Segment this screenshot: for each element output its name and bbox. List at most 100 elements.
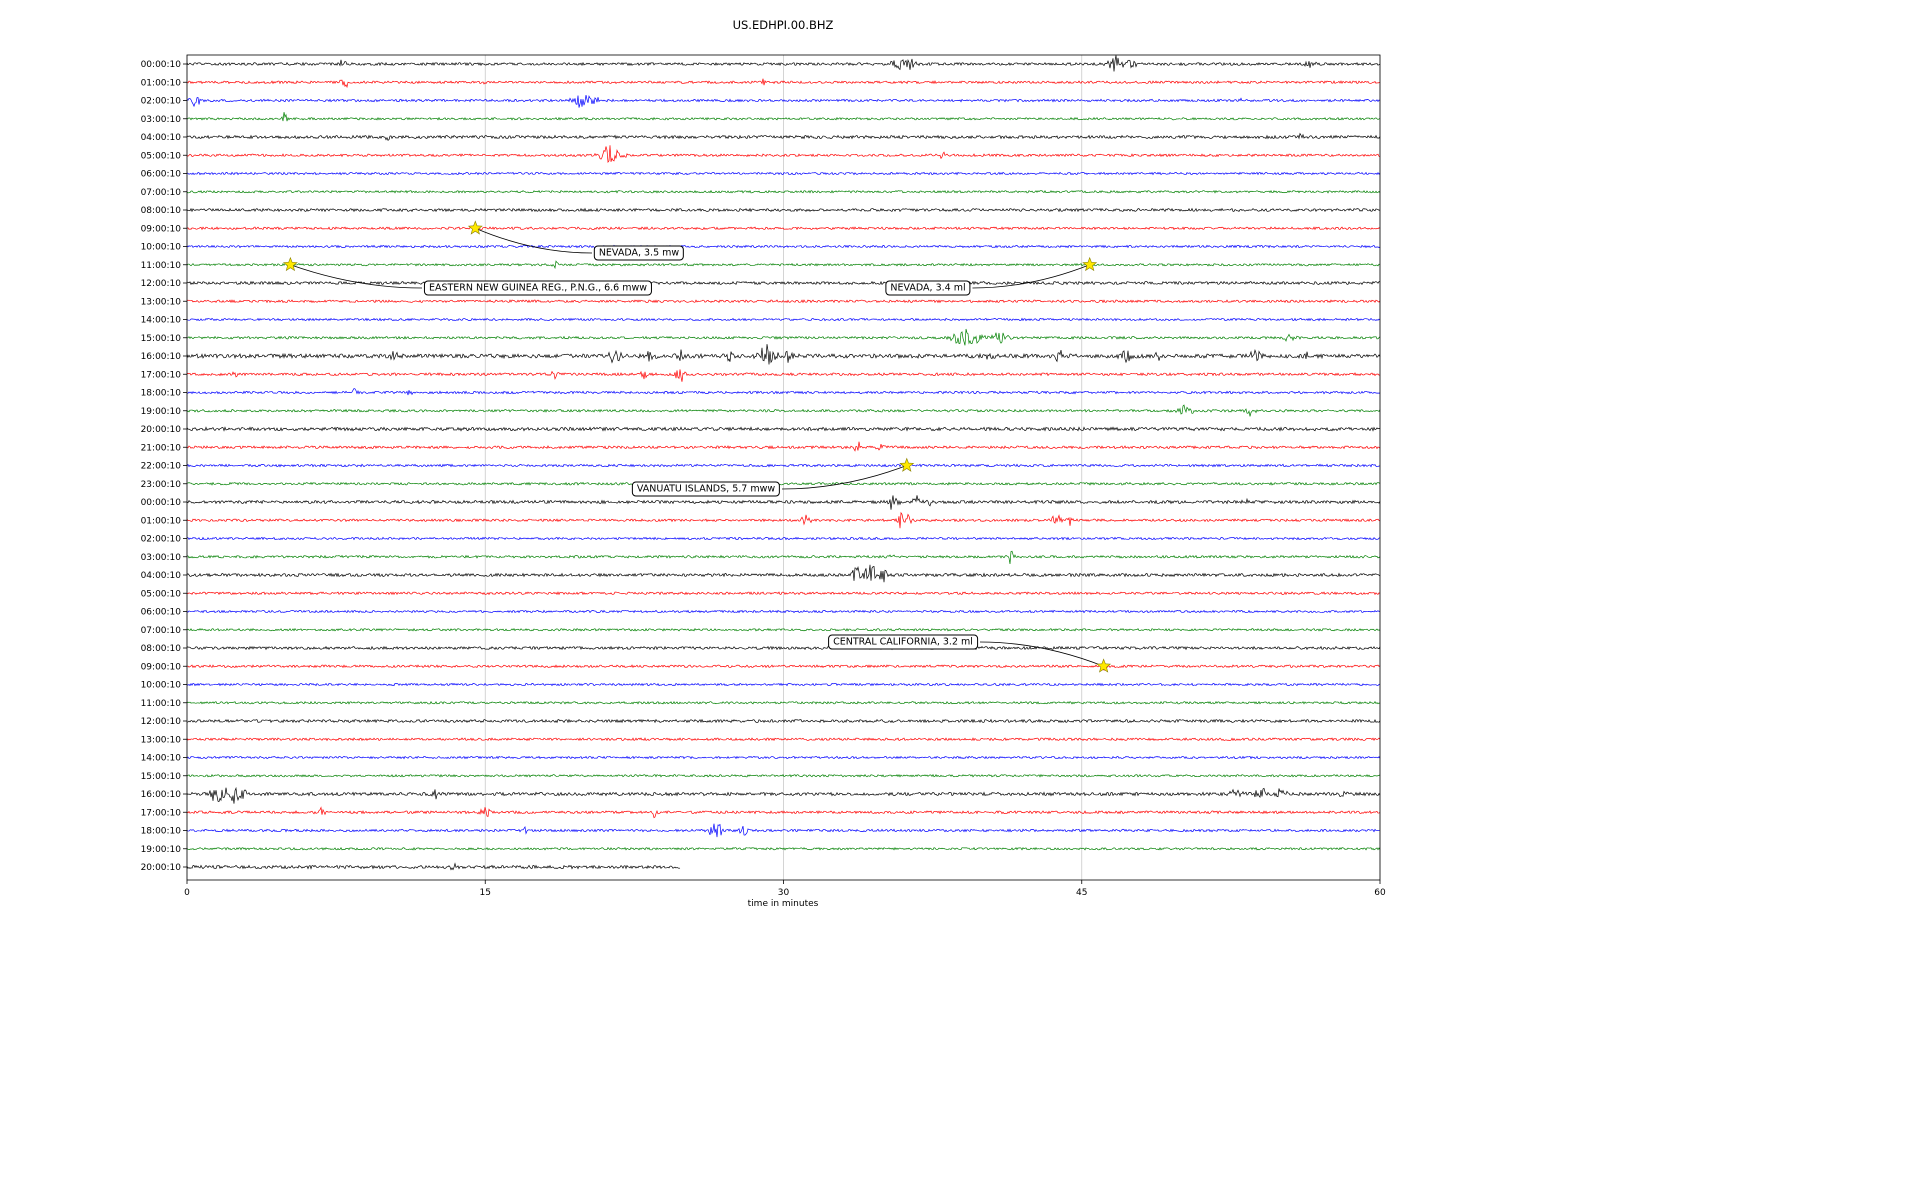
trace-hour-40 bbox=[186, 786, 1381, 804]
row-label: 08:00:10 bbox=[141, 206, 182, 216]
trace-hour-9 bbox=[186, 225, 1381, 231]
trace-hour-33 bbox=[186, 663, 1381, 672]
x-tick-label: 45 bbox=[1076, 888, 1087, 898]
row-label: 07:00:10 bbox=[141, 626, 182, 636]
row-label: 02:00:10 bbox=[141, 535, 182, 545]
trace-hour-8 bbox=[186, 207, 1381, 213]
row-label: 09:00:10 bbox=[141, 662, 182, 672]
event-connector bbox=[290, 264, 423, 289]
row-label: 10:00:10 bbox=[141, 243, 182, 253]
row-label: 16:00:10 bbox=[141, 352, 182, 362]
row-label: 04:00:10 bbox=[141, 571, 182, 581]
trace-hour-21 bbox=[186, 441, 1381, 452]
row-label: 11:00:10 bbox=[141, 261, 182, 271]
trace-hour-5 bbox=[186, 145, 1381, 163]
event-connector bbox=[781, 465, 907, 490]
trace-hour-29 bbox=[186, 591, 1381, 596]
row-label: 07:00:10 bbox=[141, 188, 182, 198]
event-star bbox=[899, 457, 915, 472]
trace-hour-31 bbox=[186, 627, 1381, 632]
trace-hour-42 bbox=[186, 823, 1381, 838]
x-tick-label: 0 bbox=[184, 888, 190, 898]
row-label: 18:00:10 bbox=[141, 389, 182, 399]
row-label: 20:00:10 bbox=[141, 425, 182, 435]
x-tick-label: 30 bbox=[778, 888, 790, 898]
x-tick-label: 15 bbox=[480, 888, 491, 898]
trace-hour-0 bbox=[186, 55, 1381, 72]
row-label: 19:00:10 bbox=[141, 407, 182, 417]
row-label: 09:00:10 bbox=[141, 224, 182, 234]
row-label: 15:00:10 bbox=[141, 334, 182, 344]
row-label: 13:00:10 bbox=[141, 735, 182, 745]
row-label: 13:00:10 bbox=[141, 297, 182, 307]
row-label: 12:00:10 bbox=[141, 279, 182, 289]
axes-frame bbox=[186, 54, 1381, 881]
trace-hour-30 bbox=[186, 609, 1381, 614]
row-label: 01:00:10 bbox=[141, 78, 182, 88]
trace-hour-17 bbox=[186, 369, 1381, 382]
row-label: 00:00:10 bbox=[141, 60, 182, 70]
trace-hour-13 bbox=[186, 299, 1381, 304]
trace-hour-37 bbox=[186, 737, 1381, 742]
trace-hour-2 bbox=[186, 95, 1381, 108]
row-label: 10:00:10 bbox=[141, 681, 182, 691]
trace-hour-44 bbox=[186, 862, 681, 871]
row-label: 00:00:10 bbox=[141, 498, 182, 508]
event-star bbox=[1096, 658, 1112, 673]
row-label: 15:00:10 bbox=[141, 772, 182, 782]
chart-title: US.EDHPI.00.BHZ bbox=[732, 18, 834, 32]
row-label: 06:00:10 bbox=[141, 170, 182, 180]
event-star bbox=[467, 220, 483, 235]
event-connector bbox=[475, 227, 593, 254]
row-label: 02:00:10 bbox=[141, 97, 182, 107]
trace-hour-14 bbox=[186, 317, 1381, 322]
row-label: 03:00:10 bbox=[141, 553, 182, 563]
trace-hour-19 bbox=[186, 404, 1381, 417]
event-annotation-3: VANUATU ISLANDS, 5.7 mww bbox=[631, 481, 781, 497]
row-label: 14:00:10 bbox=[141, 316, 182, 326]
row-label: 06:00:10 bbox=[141, 608, 182, 618]
trace-hour-20 bbox=[186, 426, 1381, 432]
row-label: 01:00:10 bbox=[141, 516, 182, 526]
trace-hour-4 bbox=[186, 132, 1381, 141]
row-label: 05:00:10 bbox=[141, 589, 182, 599]
trace-hour-27 bbox=[186, 550, 1381, 564]
trace-hour-28 bbox=[186, 564, 1381, 583]
event-annotation-4: CENTRAL CALIFORNIA, 3.2 ml bbox=[828, 634, 978, 650]
row-label: 14:00:10 bbox=[141, 754, 182, 764]
trace-hour-12 bbox=[186, 280, 1381, 286]
event-annotation-1: EASTERN NEW GUINEA REG., P.N.G., 6.6 mww bbox=[423, 280, 653, 296]
trace-hour-25 bbox=[186, 511, 1381, 529]
row-label: 12:00:10 bbox=[141, 717, 182, 727]
trace-hour-3 bbox=[186, 112, 1381, 122]
trace-hour-24 bbox=[186, 495, 1381, 510]
trace-hour-38 bbox=[186, 755, 1381, 760]
trace-hour-36 bbox=[186, 718, 1381, 724]
trace-hour-26 bbox=[186, 536, 1381, 541]
event-annotation-0: NEVADA, 3.5 mw bbox=[593, 245, 685, 261]
trace-hour-22 bbox=[186, 460, 1381, 468]
row-label: 18:00:10 bbox=[141, 827, 182, 837]
row-label: 11:00:10 bbox=[141, 699, 182, 709]
trace-hour-1 bbox=[186, 78, 1381, 89]
row-label: 22:00:10 bbox=[141, 462, 182, 472]
x-axis-label: time in minutes bbox=[747, 899, 819, 909]
event-star bbox=[282, 256, 298, 272]
event-star bbox=[1082, 256, 1098, 272]
trace-hour-6 bbox=[186, 171, 1381, 176]
event-connector bbox=[972, 264, 1090, 289]
row-label: 03:00:10 bbox=[141, 115, 182, 125]
row-label: 20:00:10 bbox=[141, 863, 182, 873]
row-label: 08:00:10 bbox=[141, 644, 182, 654]
trace-hour-41 bbox=[186, 806, 1381, 819]
trace-hour-39 bbox=[186, 773, 1381, 778]
trace-hour-16 bbox=[186, 344, 1381, 365]
row-label: 19:00:10 bbox=[141, 845, 182, 855]
row-label: 04:00:10 bbox=[141, 133, 182, 143]
row-label: 17:00:10 bbox=[141, 808, 182, 818]
trace-hour-18 bbox=[186, 388, 1381, 396]
trace-hour-34 bbox=[186, 682, 1381, 687]
trace-hour-10 bbox=[186, 244, 1381, 249]
